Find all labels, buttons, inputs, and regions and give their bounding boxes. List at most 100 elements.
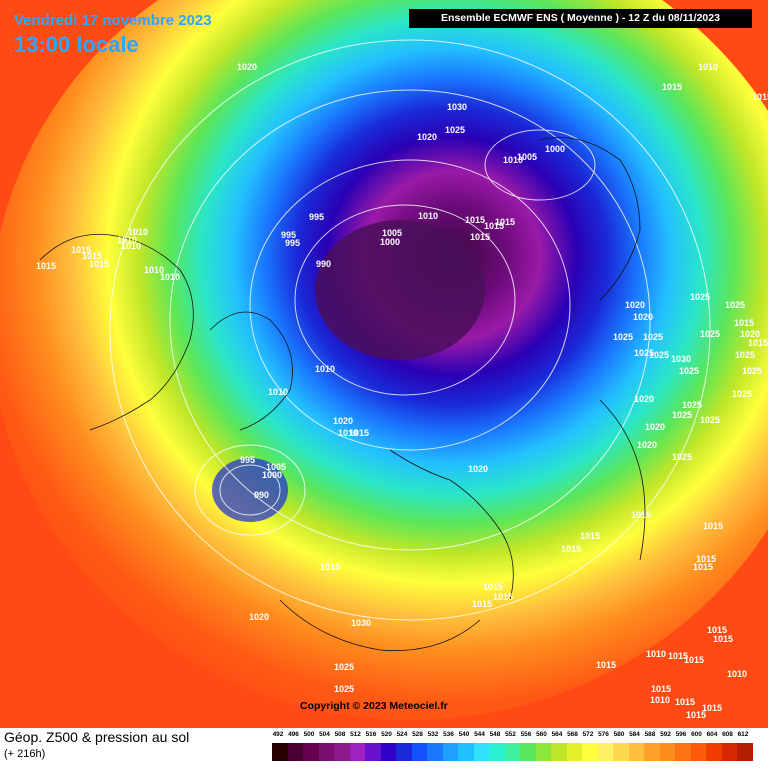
isobar-label: 1015 xyxy=(651,684,671,694)
scale-swatch xyxy=(721,743,738,761)
scale-swatch xyxy=(287,743,304,761)
isobar-label: 1015 xyxy=(686,710,706,720)
scale-label: 552 xyxy=(505,731,516,738)
valid-time: 13:00 locale xyxy=(14,32,139,57)
isobar-label: 1025 xyxy=(735,350,755,360)
scale-swatch xyxy=(318,743,335,761)
scale-label: 608 xyxy=(722,731,733,738)
isobar-label: 1025 xyxy=(679,366,699,376)
isobar-label: 1000 xyxy=(380,237,400,247)
scale-label: 612 xyxy=(737,731,749,738)
isobar-label: 1010 xyxy=(338,428,358,438)
scale-swatch xyxy=(613,743,629,761)
scale-swatch xyxy=(737,743,753,761)
isobar-label: 1010 xyxy=(698,62,718,72)
isobar-label: 1010 xyxy=(121,241,141,251)
isobar-label: 1005 xyxy=(517,152,537,162)
scale-label: 516 xyxy=(365,731,377,738)
valid-date: Vendredi 17 novembre 2023 xyxy=(14,12,212,29)
scale-label: 536 xyxy=(443,731,454,738)
isobar-label: 1015 xyxy=(89,259,109,269)
isobar-label: 1005 xyxy=(266,462,286,472)
isobar-label: 1015 xyxy=(483,582,503,592)
isobar-label: 1025 xyxy=(700,415,720,425)
isobar-label: 1015 xyxy=(713,634,733,644)
isobar-label: 1010 xyxy=(418,211,438,221)
scale-swatch xyxy=(272,743,288,761)
geopotential-field xyxy=(0,0,768,720)
scale-swatch xyxy=(675,743,691,761)
scale-label: 520 xyxy=(381,731,392,738)
isobar-label: 1015 xyxy=(465,215,485,225)
isobar-label: 1030 xyxy=(351,618,371,628)
scale-swatch xyxy=(551,743,567,761)
isobar-label: 1015 xyxy=(734,318,754,328)
scale-label: 544 xyxy=(474,731,485,738)
polar-vortex xyxy=(315,220,485,360)
isobar-label: 1015 xyxy=(703,521,723,531)
isobar-label: 1025 xyxy=(732,389,752,399)
isobar-label: 1015 xyxy=(668,651,688,661)
scale-label: 588 xyxy=(644,731,656,738)
isobar-label: 1015 xyxy=(470,232,490,242)
isobar-label: 1020 xyxy=(249,612,269,622)
isobars xyxy=(109,39,711,621)
scale-label: 532 xyxy=(427,731,439,738)
isobar-label: 1025 xyxy=(613,332,633,342)
isobar-label: 1010 xyxy=(160,272,180,282)
isobar-label: 1010 xyxy=(650,695,670,705)
scale-swatch xyxy=(628,743,645,761)
isobar-label: 1010 xyxy=(144,265,164,275)
isobar-label: 1010 xyxy=(727,669,747,679)
isobar-label: 1015 xyxy=(320,562,340,572)
isobar-label: 1025 xyxy=(634,348,654,358)
isobar-label: 1015 xyxy=(696,554,716,564)
isobar-label: 1015 xyxy=(495,217,515,227)
scale-label: 604 xyxy=(706,731,718,738)
isobar-label: 1020 xyxy=(333,416,353,426)
scale-swatch xyxy=(473,743,490,761)
isobar-label: 1020 xyxy=(237,62,257,72)
scale-swatch xyxy=(458,743,474,761)
scale-label: 548 xyxy=(489,731,501,738)
scale-swatch xyxy=(489,743,505,761)
isobar-label: 1015 xyxy=(82,251,102,261)
isobar-label: 990 xyxy=(316,259,331,269)
color-scale-labels: 492 496 500 504 508 512 516 520 524 528 532 536 540 5… xyxy=(272,731,752,742)
color-scale: 492 496 500 504 508 512 516 520 524 528 532 536 540 5… xyxy=(272,731,753,761)
isobar-label: 1020 xyxy=(645,422,665,432)
scale-label: 584 xyxy=(629,731,640,738)
isobar-label: 1030 xyxy=(447,102,467,112)
isobar-label: 1010 xyxy=(315,364,335,374)
scale-swatch xyxy=(365,743,381,761)
scale-swatch xyxy=(566,743,583,761)
scale-swatch xyxy=(427,743,443,761)
isobar-label: 1015 xyxy=(748,338,768,348)
copyright: Copyright © 2023 Meteociel.fr xyxy=(300,700,448,712)
isobar-label: 1015 xyxy=(493,592,513,602)
isobar-label: 995 xyxy=(281,230,296,240)
isobar-label: 1015 xyxy=(71,245,91,255)
scale-label: 528 xyxy=(412,731,423,738)
isobar-label: 1020 xyxy=(634,394,654,404)
scale-swatch xyxy=(396,743,412,761)
scale-label: 496 xyxy=(288,731,299,738)
isobar-label: 1015 xyxy=(707,625,727,635)
isobar-label: 1025 xyxy=(649,350,669,360)
isobar-label: 1015 xyxy=(484,221,504,231)
scale-label: 500 xyxy=(303,731,315,738)
isobar-label: 1020 xyxy=(625,300,645,310)
isobar-label: 995 xyxy=(240,455,255,465)
scale-swatch xyxy=(504,743,521,761)
scale-swatch xyxy=(706,743,722,761)
isobar-label: 1025 xyxy=(672,410,692,420)
scale-swatch xyxy=(442,743,459,761)
isobar-label: 1020 xyxy=(740,329,760,339)
scale-swatch xyxy=(380,743,397,761)
isobar-label: 1015 xyxy=(702,703,722,713)
isobar-label: 1015 xyxy=(580,531,600,541)
scale-swatch xyxy=(597,743,614,761)
isobar-label: 1010 xyxy=(268,387,288,397)
scale-label: 556 xyxy=(520,731,532,738)
